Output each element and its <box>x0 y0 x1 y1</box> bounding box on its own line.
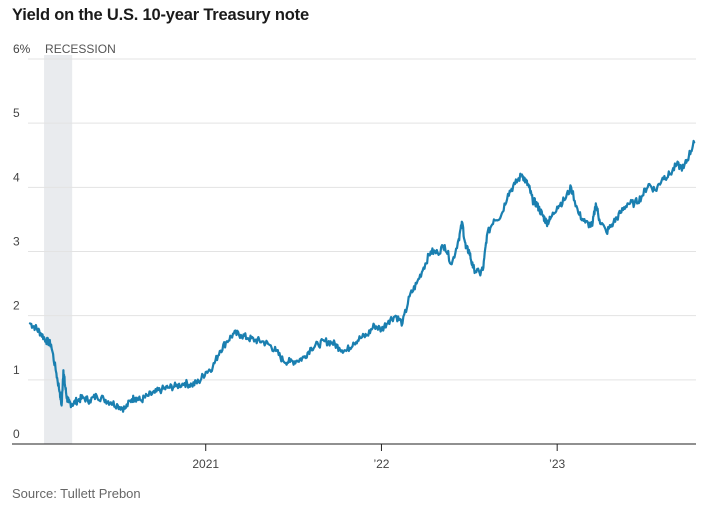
y-tick-label: 4 <box>13 170 20 184</box>
y-tick-label: 6% <box>13 42 31 56</box>
y-tick-label: 5 <box>13 106 20 120</box>
y-tick-label: 2 <box>13 299 20 313</box>
x-tick-label: ’23 <box>549 457 565 471</box>
y-tick-label: 1 <box>13 363 20 377</box>
source-note: Source: Tullett Prebon <box>12 486 141 501</box>
y-tick-label: 0 <box>13 427 20 441</box>
yield-series-line <box>28 139 696 413</box>
x-tick-label: 2021 <box>192 457 219 471</box>
chart-title: Yield on the U.S. 10-year Treasury note <box>12 6 309 24</box>
recession-label: RECESSION <box>45 42 116 56</box>
x-tick-label: ’22 <box>373 457 389 471</box>
y-tick-label: 3 <box>13 235 20 249</box>
